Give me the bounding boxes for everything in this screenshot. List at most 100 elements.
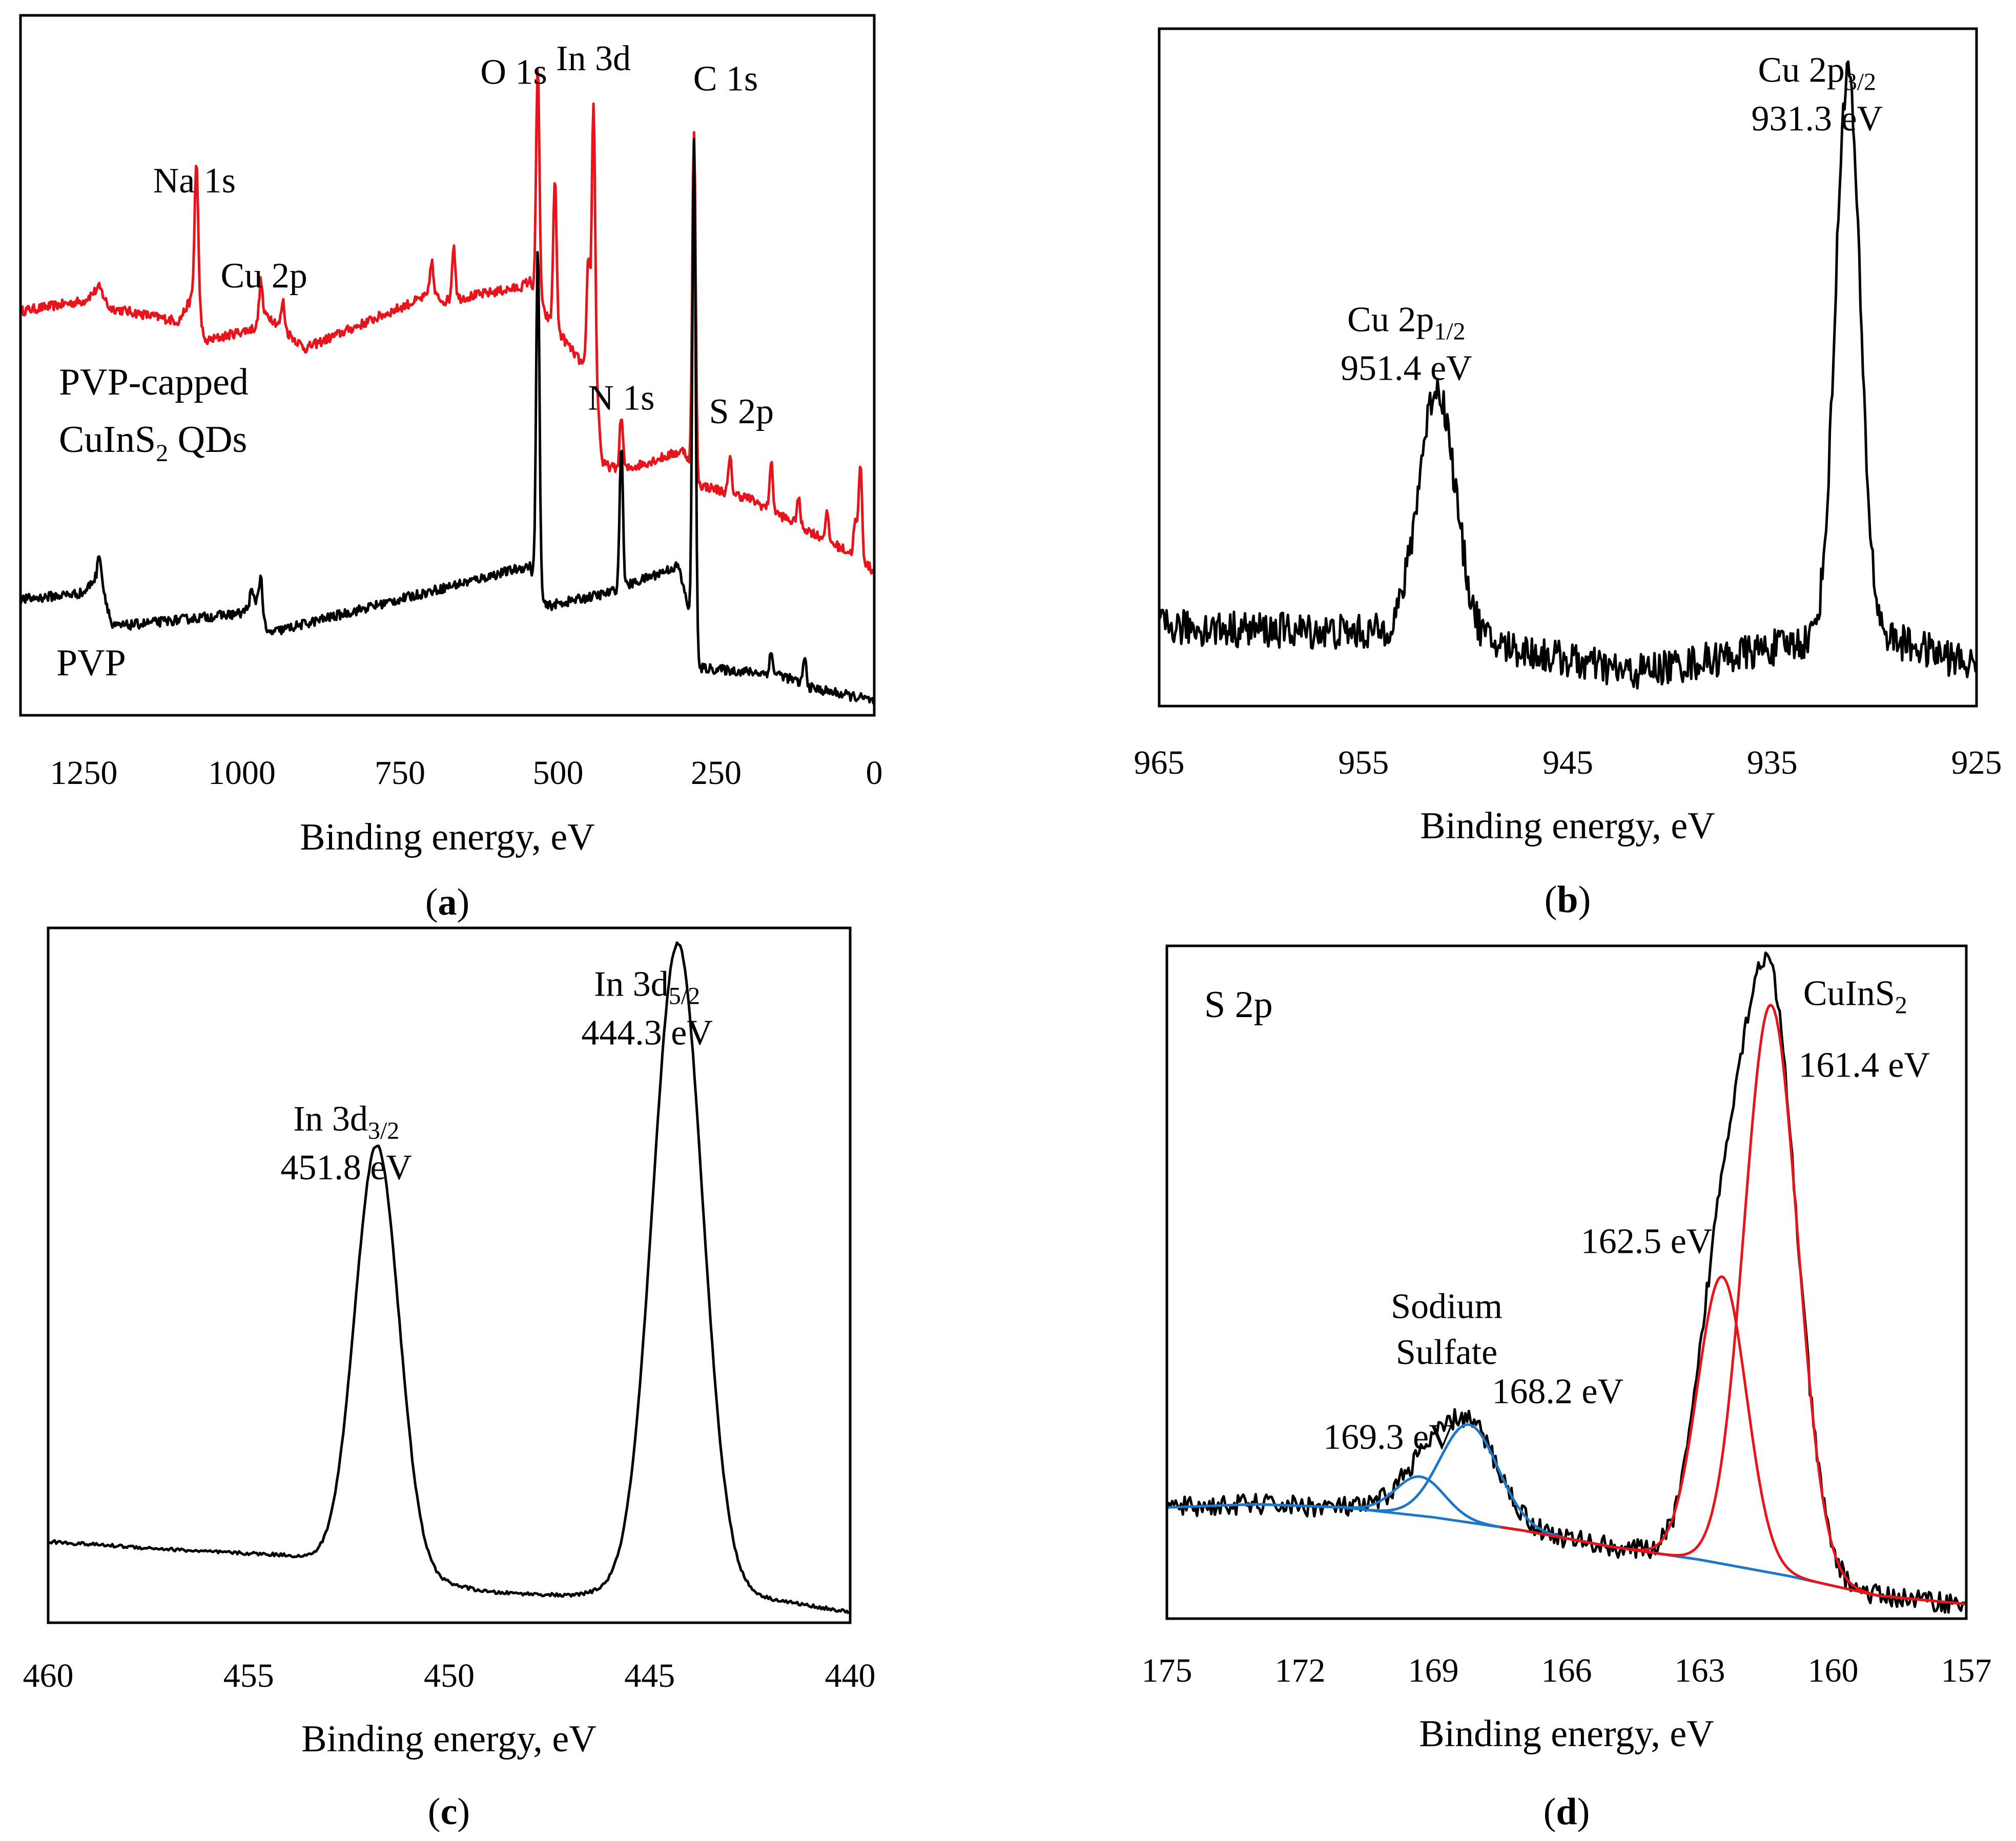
panel-d-label: 168.2 eV [1492,1372,1623,1411]
panel-a-x-tick-label: 500 [532,754,583,792]
panel-a-x-axis-label: Binding energy, eV [300,816,594,858]
peak-name-sub: 3/2 [1845,68,1876,95]
panel-c-x-tick-label: 460 [23,1657,74,1694]
panel-a-caption: (a) [425,881,469,923]
peak-name-sub: 3/2 [368,1117,399,1144]
panel-b-x-axis-label: Binding energy, eV [1420,805,1715,847]
panel-c-x-tick-label: 440 [825,1657,876,1694]
panel-d-x-ticks: 175 172 169 166 163 160 157 [1142,1652,1992,1689]
peak-name-sub: 1/2 [1434,318,1465,345]
panel-d-x-tick-label: 163 [1675,1652,1725,1689]
panel-a-x-tick-label: 1000 [208,754,276,792]
panel-d-annotations: CuInS2 161.4 eV 162.5 eV Sodium Sulfate168.2… [1323,974,1930,1457]
panel-b-caption-letter: b [1557,879,1578,921]
panel-b-x-tick-label: 925 [1951,744,2002,781]
panel-d-label: Sulfate [1396,1333,1497,1372]
panel-d-label: CuInS2 [1803,974,1907,1019]
panel-a-series-label-line2: CuInS2 QDs [59,419,247,467]
panel-a-peak-label: Na 1s [153,161,236,200]
panel-d-x-tick-label: 169 [1408,1652,1459,1689]
panel-a-series-label-sub: 2 [156,440,168,467]
panel-c-x-ticks: 460 455 450 445 440 [23,1657,876,1694]
panel-c-caption: (c) [428,1791,470,1833]
panel-d-caption-letter: d [1556,1791,1577,1833]
panel-c-caption-letter: c [441,1791,458,1833]
panel-a-peak-label: S 2p [709,392,774,431]
panel-c-frame [47,926,852,1624]
panel-c-x-axis-label: Binding energy, eV [301,1718,596,1760]
panel-a-caption-letter: a [438,881,457,923]
panel-c-x-tick-label: 450 [424,1657,475,1694]
panel-b-peak-name: Cu 2p3/2 [1758,50,1877,95]
panel-a-peak-label: Cu 2p [221,256,307,296]
panel-a-plot-area [19,68,876,705]
panel-b-plot-area [1158,60,1977,690]
panel-d-fit-component-4 [1550,1003,1967,1606]
panel-a-peak-label: C 1s [693,59,758,99]
panel-b-peak-energy: 951.4 eV [1341,349,1472,388]
panel-d-plot-area [1165,951,1967,1614]
panel-b-peak-energy: 931.3 eV [1751,99,1883,138]
panel-c-peak-energy: 451.8 eV [280,1148,412,1187]
panel-b-peak-name: Cu 2p1/2 [1347,300,1466,345]
panel-a-pvp-label: PVP [56,642,126,684]
peak-name-sub: 5/2 [669,982,700,1009]
panel-b-spectrum-line [1158,60,1977,690]
panel-d-x-tick-label: 172 [1275,1652,1326,1689]
panel-a-x-ticks: 1250 1000 750 500 250 0 [50,754,882,792]
panel-a-peak-label: N 1s [588,378,654,418]
panel-a-series-label-base: CuInS [59,419,156,461]
label-base: CuInS [1803,974,1895,1013]
panel-a-frame [19,14,876,717]
panel-d-s2p-spectrum: S 2p CuInS2 161.4 eV 162.5 eV Sodium Sulfate… [1142,944,1992,1833]
panel-d-label: 162.5 eV [1581,1222,1713,1261]
panel-a-x-tick-label: 1250 [50,754,117,792]
peak-name-base: Cu 2p [1758,50,1845,90]
panel-a-series-pvp-capped-cuins2-line [19,68,876,575]
peak-name-base: In 3d [293,1099,368,1139]
panel-d-x-tick-label: 166 [1541,1652,1592,1689]
panel-c-x-tick-label: 455 [223,1657,274,1694]
panel-b-caption: (b) [1545,879,1591,921]
panel-a-annotations: O 1s In 3d C 1s Na 1s Cu 2p N 1s S 2p [153,39,774,431]
panel-b-x-tick-label: 965 [1134,744,1185,781]
panel-a-series-label-tail: QDs [168,419,247,461]
panel-c-peak-name: In 3d5/2 [594,964,700,1009]
panel-b-x-tick-label: 935 [1747,744,1798,781]
panel-d-caption: (d) [1544,1791,1590,1833]
panel-a-peak-label: O 1s [480,52,547,92]
panel-c-plot-area [48,941,850,1615]
panel-d-x-tick-label: 175 [1142,1652,1192,1689]
panel-a-x-tick-label: 750 [375,754,425,792]
panel-d-label: 169.3 eV [1323,1417,1455,1457]
panel-b-x-tick-label: 955 [1338,744,1389,781]
panel-d-x-tick-label: 160 [1808,1652,1859,1689]
panel-a-peak-label: In 3d [556,39,631,78]
peak-name-base: In 3d [594,964,669,1004]
panel-c-spectrum-line [48,941,850,1615]
panel-d-label: 161.4 eV [1798,1046,1930,1085]
panel-d-frame [1165,944,1968,1620]
panel-c-peak-energy: 444.3 eV [581,1013,713,1052]
panel-b-x-ticks: 965 955 945 935 925 [1134,744,2002,781]
panel-a-series-pvp-line [19,138,876,705]
panel-d-x-tick-label: 157 [1941,1652,1992,1689]
panel-a-x-tick-label: 0 [866,754,883,792]
panel-d-label: Sodium [1391,1287,1503,1327]
panel-c-x-tick-label: 445 [624,1657,675,1694]
panel-d-x-axis-label: Binding energy, eV [1419,1713,1714,1755]
peak-name-base: Cu 2p [1347,300,1434,340]
panel-b-x-tick-label: 945 [1542,744,1593,781]
panel-d-title: S 2p [1204,984,1273,1026]
panel-a-survey-spectrum: O 1s In 3d C 1s Na 1s Cu 2p N 1s S 2p PVP-capp… [19,14,883,923]
panel-b-frame [1158,27,1978,708]
panel-c-peak-name: In 3d3/2 [293,1099,399,1144]
panel-a-x-tick-label: 250 [691,754,742,792]
label-sub: 2 [1895,991,1907,1019]
